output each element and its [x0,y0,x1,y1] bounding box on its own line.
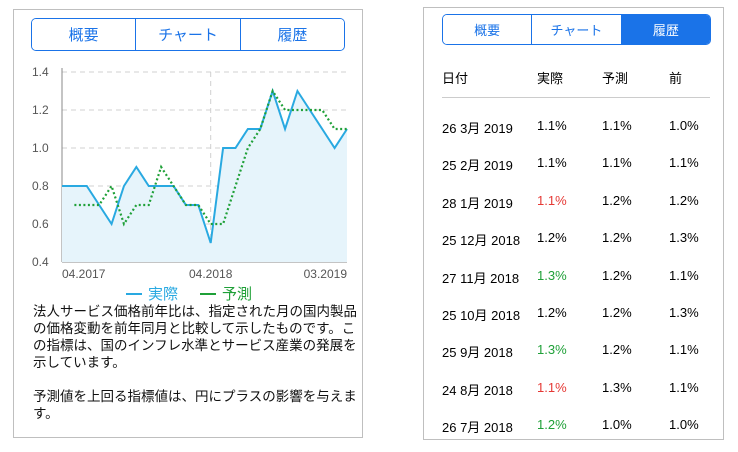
row-forecast: 1.2% [602,305,632,320]
x-tick-label: 04.2018 [189,267,233,281]
table-row[interactable]: 24 8月 2018 1.1% 1.3% 1.1% [442,380,710,400]
legend-label-forecast: 予測 [222,286,253,303]
row-previous: 1.0% [669,417,699,432]
table-row[interactable]: 28 1月 2019 1.1% 1.2% 1.2% [442,193,710,213]
history-panel: 概要 チャート 履歴 日付 実際 予測 前 26 3月 2019 1.1% 1.… [423,7,724,440]
tab-history[interactable]: 履歴 [239,19,344,50]
legend-label-actual: 実際 [147,286,178,303]
row-forecast: 1.3% [602,380,632,395]
row-date: 24 8月 2018 [442,383,513,398]
row-date: 25 12月 2018 [442,233,521,248]
actual-series-area [62,91,347,262]
y-tick-label: 1.4 [32,65,49,79]
row-date: 25 10月 2018 [442,308,521,323]
row-forecast: 1.1% [602,155,632,170]
row-actual: 1.1% [537,155,567,170]
header-forecast: 予測 [602,71,629,86]
right-tab-bar: 概要 チャート 履歴 [442,14,711,45]
row-actual: 1.1% [537,118,567,133]
row-forecast: 1.2% [602,193,632,208]
row-forecast: 1.0% [602,417,632,432]
row-date: 26 3月 2019 [442,121,513,136]
table-row[interactable]: 25 2月 2019 1.1% 1.1% 1.1% [442,155,710,175]
row-actual: 1.1% [537,193,567,208]
row-date: 28 1月 2019 [442,196,513,211]
row-actual: 1.2% [537,417,567,432]
tab-overview[interactable]: 概要 [443,15,532,44]
history-table-header: 日付 実際 予測 前 [442,68,710,98]
y-tick-label: 1.2 [32,103,49,117]
row-previous: 1.1% [669,342,699,357]
header-previous: 前 [669,71,683,86]
table-row[interactable]: 26 7月 2018 1.2% 1.0% 1.0% [442,417,710,437]
legend-swatch-actual [125,292,142,295]
row-actual: 1.3% [537,342,567,357]
tab-chart[interactable]: チャート [135,19,240,50]
row-date: 27 11月 2018 [442,271,520,286]
row-forecast: 1.2% [602,230,632,245]
row-previous: 1.2% [669,193,699,208]
table-row[interactable]: 25 9月 2018 1.3% 1.2% 1.1% [442,342,710,362]
y-tick-label: 0.4 [32,255,49,269]
row-forecast: 1.2% [602,342,632,357]
row-previous: 1.1% [669,380,699,395]
line-chart: 0.4 0.6 0.8 1.0 1.2 1.4 04.2017 04.2018 03.2019 [32,65,348,281]
row-date: 25 9月 2018 [442,345,513,360]
header-actual: 実際 [537,71,564,86]
x-tick-label: 04.2017 [62,267,106,281]
legend-item-forecast: 予測 [200,283,252,304]
row-actual: 1.2% [537,230,567,245]
row-previous: 1.3% [669,305,699,320]
table-row[interactable]: 25 10月 2018 1.2% 1.2% 1.3% [442,305,710,325]
table-row[interactable]: 27 11月 2018 1.3% 1.2% 1.1% [442,268,710,288]
row-forecast: 1.2% [602,268,632,283]
row-actual: 1.1% [537,380,567,395]
row-previous: 1.1% [669,155,699,170]
row-previous: 1.1% [669,268,699,283]
tab-overview[interactable]: 概要 [32,19,136,50]
legend-swatch-forecast [200,292,216,295]
row-previous: 1.3% [669,230,699,245]
row-actual: 1.2% [537,305,567,320]
y-tick-label: 0.8 [32,179,49,193]
overview-panel: 概要 チャート 履歴 0.4 0.6 0.8 1.0 1.2 1.4 04.2017 04.2… [13,9,363,438]
actual-series-line [62,87,348,244]
y-tick-label: 1.0 [32,141,49,155]
y-tick-label: 0.6 [32,217,49,231]
tab-history[interactable]: 履歴 [620,15,710,44]
description-paragraph: 法人サービス価格前年比は、指定された月の国内製品の価格変動を前年同月と比較して示… [33,304,357,371]
row-date: 26 7月 2018 [442,420,513,435]
header-date: 日付 [442,71,469,86]
table-row[interactable]: 25 12月 2018 1.2% 1.2% 1.3% [442,230,710,250]
forecast-series-line [74,88,347,227]
tab-chart[interactable]: チャート [531,15,621,44]
table-row[interactable]: 26 3月 2019 1.1% 1.1% 1.0% [442,118,710,138]
row-previous: 1.0% [669,118,699,133]
row-actual: 1.3% [537,268,567,283]
indicator-description: 法人サービス価格前年比は、指定された月の国内製品の価格変動を前年同月と比較して示… [33,304,358,440]
left-tab-bar: 概要 チャート 履歴 [31,18,345,51]
legend-item-actual: 実際 [125,283,178,304]
chart-legend: 実際 予測 [14,283,364,304]
row-date: 25 2月 2019 [442,158,513,173]
row-forecast: 1.1% [602,118,632,133]
x-tick-label: 03.2019 [304,267,348,281]
description-paragraph: 予測値を上回る指標値は、円にプラスの影響を与えます。 [33,389,357,422]
